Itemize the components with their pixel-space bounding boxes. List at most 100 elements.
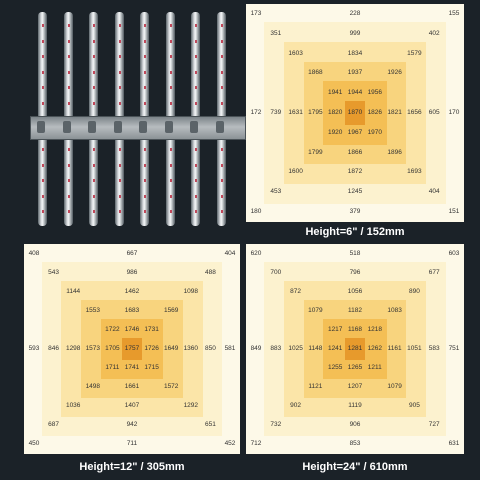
- led-dot: [144, 39, 146, 43]
- caption-12in: Height=12" / 305mm: [79, 461, 185, 473]
- ppfd-reading: 173: [250, 9, 262, 17]
- ppfd-reading: 1872: [347, 168, 363, 176]
- ppfd-reading: 1119: [348, 401, 362, 409]
- ppfd-reading: 593: [28, 344, 40, 352]
- led-dot: [67, 39, 70, 43]
- ppfd-reading: 1255: [327, 363, 343, 371]
- led-dot: [93, 163, 95, 167]
- ppfd-reading: 796: [349, 268, 361, 276]
- ppfd-reading: 1631: [288, 108, 303, 116]
- caption-24in: Height=24" / 610mm: [302, 461, 408, 473]
- ppfd-reading: 1569: [163, 306, 179, 314]
- rail-bracket: [37, 121, 45, 133]
- led-dot: [169, 101, 172, 105]
- led-dot: [93, 148, 95, 151]
- led-dot: [169, 210, 172, 213]
- ppfd-reading: 1757: [124, 344, 140, 352]
- led-dot: [169, 55, 172, 58]
- led-dot: [144, 179, 146, 182]
- led-dot: [118, 194, 121, 198]
- rail-bracket: [113, 121, 122, 133]
- led-dot: [118, 101, 121, 105]
- ppfd-reading: 1572: [163, 382, 179, 390]
- ppfd-reading: 1360: [183, 344, 199, 352]
- led-dot: [42, 163, 44, 167]
- led-dot: [144, 148, 146, 151]
- led-dot: [220, 70, 223, 74]
- ppfd-reading: 1025: [288, 344, 303, 352]
- led-dot: [67, 179, 70, 182]
- led-dot: [93, 70, 95, 74]
- ppfd-reading: 1407: [124, 401, 140, 409]
- led-dot: [195, 101, 197, 105]
- ppfd-reading: 1218: [367, 325, 383, 333]
- ppfd-reading: 1926: [387, 69, 402, 77]
- ppfd-reading: 404: [428, 187, 440, 195]
- led-dot: [144, 210, 146, 213]
- led-dot: [118, 70, 121, 74]
- led-dot: [93, 194, 95, 198]
- led-dot: [220, 194, 223, 198]
- ppfd-reading: 1553: [85, 306, 101, 314]
- ppfd-reading: 732: [270, 420, 282, 428]
- ppfd-reading: 1207: [347, 382, 363, 390]
- led-dot: [118, 86, 121, 89]
- ppfd-reading: 1920: [327, 128, 343, 136]
- ppfd-reading: 1211: [367, 363, 382, 371]
- led-dot: [169, 70, 172, 74]
- led-dot: [42, 179, 44, 182]
- led-dot: [195, 70, 197, 74]
- ppfd-reading: 1715: [144, 363, 159, 371]
- ppfd-reading: 1079: [308, 306, 323, 314]
- led-dot: [67, 163, 70, 167]
- ppfd-reading: 1826: [367, 108, 383, 116]
- led-dot: [220, 163, 223, 167]
- ppfd-reading: 1746: [124, 325, 140, 333]
- ppfd-reading: 1298: [65, 344, 81, 352]
- ppfd-reading: 1262: [367, 344, 383, 352]
- ppfd-reading: 905: [408, 401, 420, 409]
- led-dot: [195, 210, 197, 213]
- led-dot: [93, 55, 95, 58]
- led-dot: [220, 39, 223, 43]
- ppfd-reading: 727: [428, 420, 440, 428]
- ppfd-reading: 1603: [288, 49, 303, 57]
- ppfd-reading: 1683: [124, 306, 140, 314]
- ppfd-reading: 677: [428, 268, 440, 276]
- ppfd-reading: 1711: [105, 363, 120, 371]
- rail-bracket: [62, 121, 71, 133]
- ppfd-reading: 170: [448, 108, 460, 116]
- ppfd-map-6in: 173 228 155 351 999 402 1603 1834 1579 1868 1937 19…: [246, 4, 464, 222]
- ppfd-reading: 452: [224, 439, 236, 447]
- led-dot: [42, 70, 44, 74]
- led-dot: [93, 210, 95, 213]
- led-dot: [93, 86, 95, 89]
- led-dot: [118, 210, 121, 213]
- led-dot: [144, 101, 146, 105]
- led-fixture-photo: [24, 4, 246, 232]
- ppfd-reading: 1649: [163, 344, 179, 352]
- ppfd-reading: 1498: [85, 382, 101, 390]
- led-dot: [67, 148, 70, 151]
- ppfd-reading: 180: [250, 207, 262, 215]
- rail-bracket: [88, 121, 96, 133]
- led-dot: [144, 194, 146, 198]
- ppfd-reading: 700: [270, 268, 282, 276]
- peak-intensity-zone: [345, 337, 365, 361]
- ppfd-reading: 1820: [327, 108, 343, 116]
- led-dot: [220, 101, 223, 105]
- ppfd-reading: 1731: [144, 325, 159, 333]
- ppfd-reading: 402: [428, 29, 440, 37]
- ppfd-reading: 1079: [387, 382, 402, 390]
- led-dot: [67, 194, 70, 198]
- ppfd-reading: 1656: [407, 108, 422, 116]
- ppfd-reading: 1870: [347, 108, 363, 116]
- led-dot: [195, 163, 197, 167]
- ppfd-reading: 1182: [348, 306, 362, 314]
- led-dot: [169, 148, 172, 151]
- ppfd-reading: 902: [290, 401, 302, 409]
- ppfd-reading: 986: [126, 268, 138, 276]
- ppfd-reading: 1799: [308, 148, 323, 156]
- led-dot: [42, 24, 44, 27]
- ppfd-reading: 942: [126, 420, 138, 428]
